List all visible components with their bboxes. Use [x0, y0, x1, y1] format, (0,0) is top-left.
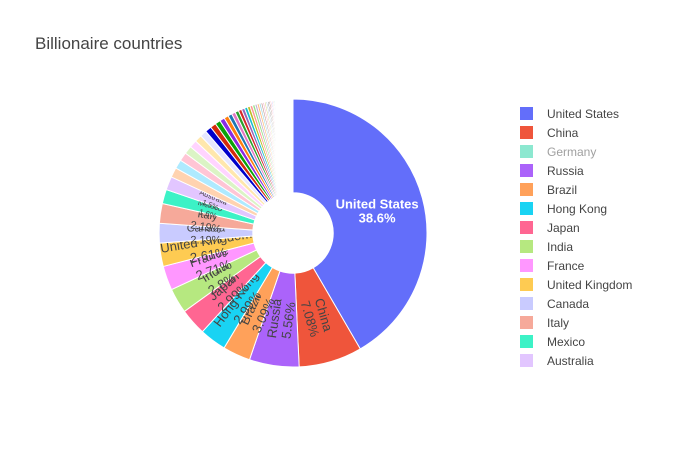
- legend-item-india[interactable]: India: [520, 237, 632, 256]
- legend-swatch: [520, 164, 533, 177]
- legend-label: China: [547, 125, 579, 140]
- legend-label: Germany: [547, 144, 597, 159]
- legend-swatch: [520, 183, 533, 196]
- slice-label-percent: 2.19%: [190, 219, 223, 235]
- legend-swatch: [520, 335, 533, 348]
- legend-item-hong-kong[interactable]: Hong Kong: [520, 199, 632, 218]
- legend-swatch: [520, 126, 533, 139]
- legend-label: Mexico: [547, 334, 586, 349]
- slice-label-percent: 2.61%: [189, 244, 228, 265]
- slice-label-name: Russia: [264, 297, 285, 339]
- donut-chart[interactable]: United States38.6%China7.08%Russia5.56%B…: [0, 0, 520, 450]
- legend-swatch: [520, 297, 533, 310]
- legend-label: United States: [547, 106, 620, 121]
- legend-item-united-kingdom[interactable]: United Kingdom: [520, 275, 632, 294]
- legend-label: India: [547, 239, 574, 254]
- legend-label: Brazil: [547, 182, 578, 197]
- legend-item-brazil[interactable]: Brazil: [520, 180, 632, 199]
- legend-item-russia[interactable]: Russia: [520, 161, 632, 180]
- legend-item-japan[interactable]: Japan: [520, 218, 632, 237]
- slice-label-percent: 2.19%: [190, 234, 221, 246]
- legend-label: Australia: [547, 353, 594, 368]
- legend-label: Canada: [547, 296, 590, 311]
- legend-label: Russia: [547, 163, 584, 178]
- legend-swatch: [520, 202, 533, 215]
- legend-swatch: [520, 145, 533, 158]
- legend-item-italy[interactable]: Italy: [520, 313, 632, 332]
- legend-item-australia[interactable]: Australia: [520, 351, 632, 370]
- legend-swatch: [520, 107, 533, 120]
- legend-swatch: [520, 316, 533, 329]
- legend-swatch: [520, 240, 533, 253]
- legend-swatch: [520, 354, 533, 367]
- slice-label-percent: 38.6%: [359, 211, 396, 226]
- legend-label: Japan: [547, 220, 580, 235]
- legend-item-united-states[interactable]: United States: [520, 104, 632, 123]
- legend-label: Hong Kong: [547, 201, 608, 216]
- slice-united-states[interactable]: [292, 98, 428, 350]
- chart-title: Billionaire countries: [35, 34, 183, 53]
- legend-label: United Kingdom: [547, 277, 633, 292]
- legend-item-mexico[interactable]: Mexico: [520, 332, 632, 351]
- slice-label-percent: 5.56%: [278, 301, 298, 340]
- slice-label-name: United States: [336, 196, 419, 211]
- legend-swatch: [520, 278, 533, 291]
- legend-label: Italy: [547, 315, 570, 330]
- legend: United States China Germany Russia Brazil Hon…: [520, 104, 632, 370]
- legend-item-germany[interactable]: Germany: [520, 142, 632, 161]
- legend-item-china[interactable]: China: [520, 123, 632, 142]
- legend-item-france[interactable]: France: [520, 256, 632, 275]
- legend-swatch: [520, 259, 533, 272]
- legend-item-canada[interactable]: Canada: [520, 294, 632, 313]
- legend-swatch: [520, 221, 533, 234]
- legend-label: France: [547, 258, 585, 273]
